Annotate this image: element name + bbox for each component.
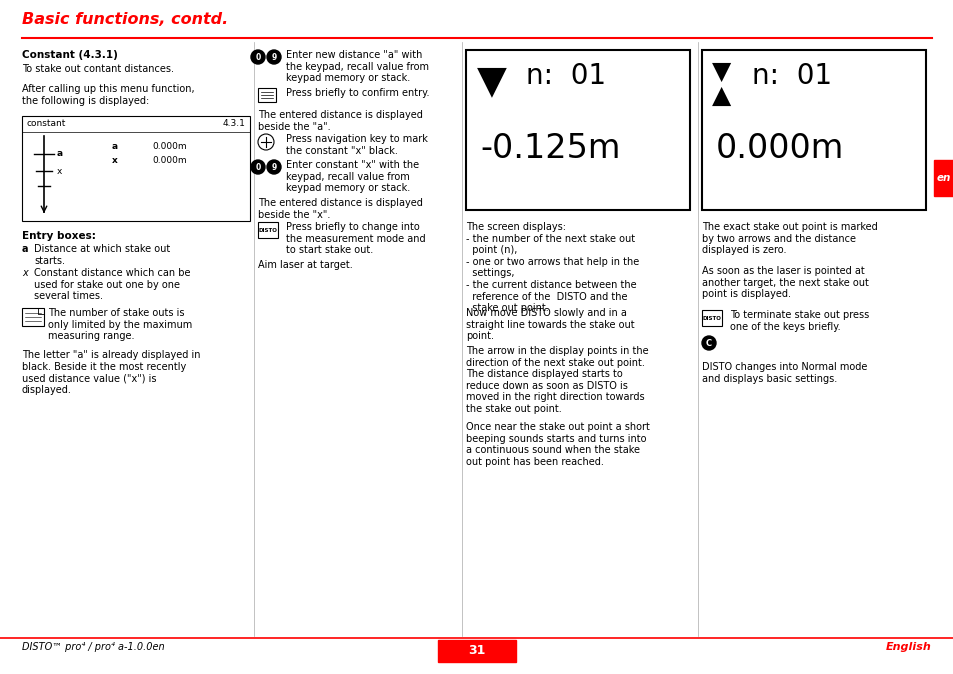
Text: x: x xyxy=(57,166,62,175)
Text: 9: 9 xyxy=(271,162,276,171)
Text: 0.000m: 0.000m xyxy=(152,142,187,151)
Text: Enter constant "x" with the
keypad, recall value from
keypad memory or stack.: Enter constant "x" with the keypad, reca… xyxy=(286,160,418,193)
Text: English: English xyxy=(885,642,931,652)
Bar xyxy=(22,308,44,326)
Text: 0: 0 xyxy=(255,162,260,171)
Text: Constant (4.3.1): Constant (4.3.1) xyxy=(22,50,118,60)
Text: 0: 0 xyxy=(255,53,260,61)
Text: en: en xyxy=(936,173,950,183)
Text: ▼: ▼ xyxy=(476,62,506,100)
Text: x: x xyxy=(112,156,117,165)
Text: The entered distance is displayed
beside the "a".: The entered distance is displayed beside… xyxy=(257,110,422,131)
Text: C: C xyxy=(705,338,711,348)
Circle shape xyxy=(267,50,281,64)
Circle shape xyxy=(701,336,716,350)
Text: a: a xyxy=(112,142,118,151)
Text: Press navigation key to mark
the constant "x" black.: Press navigation key to mark the constan… xyxy=(286,134,428,156)
Text: Press briefly to confirm entry.: Press briefly to confirm entry. xyxy=(286,88,429,98)
Text: 9: 9 xyxy=(271,53,276,61)
Text: ▼: ▼ xyxy=(712,60,731,84)
Text: As soon as the laser is pointed at
another target, the next stake out
point is d: As soon as the laser is pointed at anoth… xyxy=(701,266,868,299)
Bar xyxy=(257,88,275,102)
Bar xyxy=(465,50,689,210)
Text: After calling up this menu function,
the following is displayed:: After calling up this menu function, the… xyxy=(22,84,194,106)
Bar xyxy=(701,310,721,326)
Text: The entered distance is displayed
beside the "x".: The entered distance is displayed beside… xyxy=(257,198,422,220)
Text: 0.000m: 0.000m xyxy=(716,132,843,165)
Text: DISTO: DISTO xyxy=(258,228,277,233)
Circle shape xyxy=(267,160,281,174)
Text: DISTO: DISTO xyxy=(701,315,720,321)
Text: 31: 31 xyxy=(468,644,485,658)
Bar xyxy=(933,160,953,196)
Circle shape xyxy=(251,50,265,64)
Text: The number of stake outs is
only limited by the maximum
measuring range.: The number of stake outs is only limited… xyxy=(48,308,193,341)
Text: Entry boxes:: Entry boxes: xyxy=(22,231,95,241)
Text: Constant distance which can be
used for stake out one by one
several times.: Constant distance which can be used for … xyxy=(34,268,191,301)
Text: a: a xyxy=(22,244,29,254)
Text: Once near the stake out point a short
beeping sounds starts and turns into
a con: Once near the stake out point a short be… xyxy=(465,422,649,467)
Text: a: a xyxy=(57,150,63,158)
Text: Basic functions, contd.: Basic functions, contd. xyxy=(22,12,228,27)
Text: x: x xyxy=(22,268,28,278)
Text: To stake out contant distances.: To stake out contant distances. xyxy=(22,64,173,74)
Text: 4.3.1: 4.3.1 xyxy=(222,119,245,128)
Text: ▲: ▲ xyxy=(712,84,731,108)
Text: Now move DISTO slowly and in a
straight line towards the stake out
point.: Now move DISTO slowly and in a straight … xyxy=(465,308,634,341)
Text: The exact stake out point is marked
by two arrows and the distance
displayed is : The exact stake out point is marked by t… xyxy=(701,222,877,255)
Text: n:  01: n: 01 xyxy=(525,62,605,90)
Circle shape xyxy=(251,160,265,174)
Text: DISTO changes into Normal mode
and displays basic settings.: DISTO changes into Normal mode and displ… xyxy=(701,362,866,384)
Text: The arrow in the display points in the
direction of the next stake out point.
Th: The arrow in the display points in the d… xyxy=(465,346,648,414)
Bar xyxy=(257,222,277,238)
Text: Distance at which stake out
starts.: Distance at which stake out starts. xyxy=(34,244,170,266)
Bar xyxy=(437,640,516,662)
Text: To terminate stake out press
one of the keys briefly.: To terminate stake out press one of the … xyxy=(729,310,868,332)
Text: -0.125m: -0.125m xyxy=(479,132,619,165)
Text: The letter "a" is already displayed in
black. Beside it the most recently
used d: The letter "a" is already displayed in b… xyxy=(22,350,200,395)
Text: Aim laser at target.: Aim laser at target. xyxy=(257,260,353,270)
Text: Press briefly to change into
the measurement mode and
to start stake out.: Press briefly to change into the measure… xyxy=(286,222,425,255)
Bar xyxy=(22,116,250,221)
Text: Enter new distance "a" with
the keypad, recall value from
keypad memory or stack: Enter new distance "a" with the keypad, … xyxy=(286,50,429,83)
Bar xyxy=(701,50,925,210)
Text: DISTO™ pro⁴ / pro⁴ a-1.0.0en: DISTO™ pro⁴ / pro⁴ a-1.0.0en xyxy=(22,642,165,652)
Text: 0.000m: 0.000m xyxy=(152,156,187,165)
Text: constant: constant xyxy=(27,119,67,128)
Text: n:  01: n: 01 xyxy=(751,62,831,90)
Text: The screen displays:
- the number of the next stake out
  point (n),
- one or tw: The screen displays: - the number of the… xyxy=(465,222,639,313)
